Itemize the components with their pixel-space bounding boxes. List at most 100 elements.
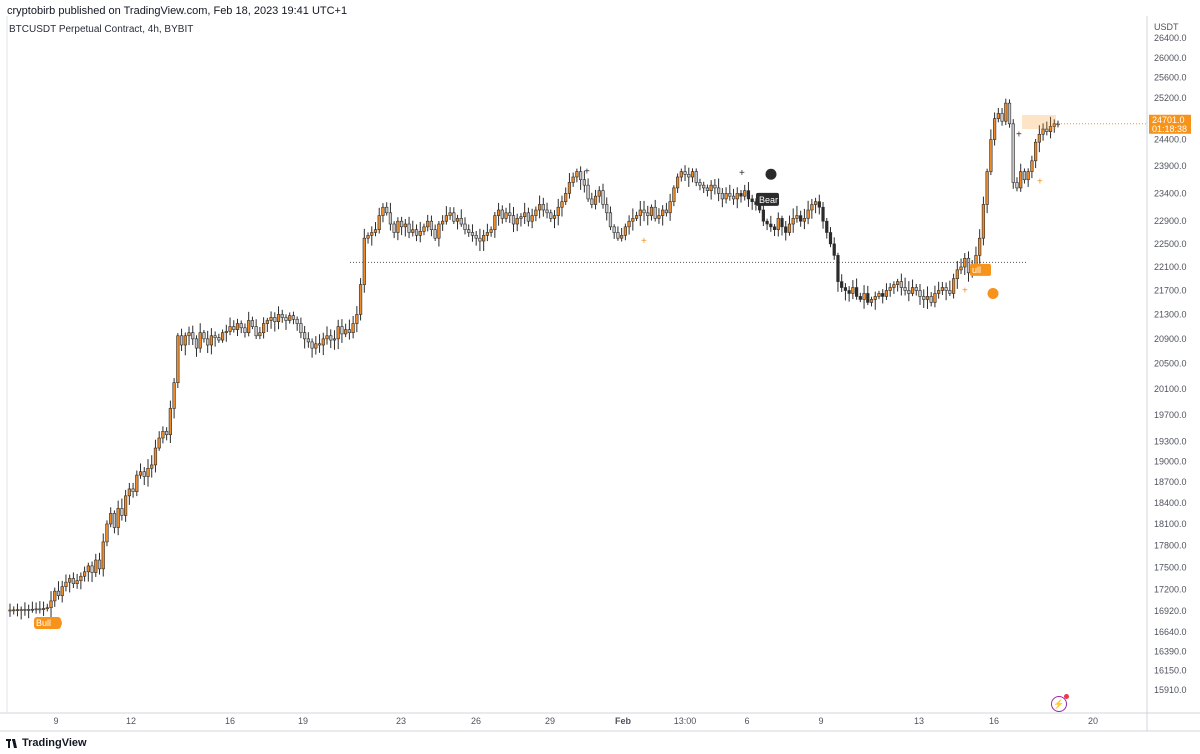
- candle: [355, 314, 359, 324]
- candle: [690, 171, 695, 178]
- candle: [918, 290, 922, 297]
- candle: [131, 488, 135, 492]
- bear-signal-dot: [765, 168, 777, 180]
- candle: [344, 329, 348, 335]
- candle: [362, 237, 366, 285]
- candle: [403, 223, 407, 228]
- candle: [649, 206, 654, 216]
- candle: [217, 337, 221, 341]
- candle: [370, 232, 374, 236]
- publish-info: cryptobirb published on TradingView.com,…: [7, 5, 348, 17]
- candle: [172, 382, 176, 409]
- candle: [426, 220, 430, 228]
- candle: [966, 257, 971, 274]
- cross-marker: +: [962, 285, 968, 296]
- candle: [907, 290, 911, 294]
- candle: [254, 326, 258, 337]
- cross-marker: +: [1037, 176, 1043, 187]
- cross-marker: +: [739, 168, 745, 179]
- candle: [176, 335, 180, 383]
- candle: [34, 608, 38, 611]
- time-tick-label: 6: [744, 716, 749, 726]
- candle: [989, 139, 993, 172]
- candle: [60, 586, 64, 596]
- candle: [526, 212, 531, 222]
- candle: [1015, 182, 1019, 189]
- price-tick-label: 19300.0: [1154, 436, 1187, 446]
- candle: [90, 565, 94, 573]
- candle: [739, 193, 743, 197]
- candle: [321, 338, 325, 346]
- price-tick-label: 18400.0: [1154, 498, 1187, 508]
- price-tick-label: 23900.0: [1154, 161, 1187, 171]
- lightning-icon[interactable]: ⚡: [1051, 694, 1069, 712]
- candle: [288, 315, 292, 321]
- price-tick-label: 21300.0: [1154, 309, 1187, 319]
- time-tick-label: 19: [298, 716, 308, 726]
- candle: [470, 232, 475, 236]
- candle: [325, 335, 329, 340]
- price-tick-label: 24400.0: [1154, 135, 1187, 145]
- candle: [862, 293, 866, 300]
- candle: [672, 187, 676, 202]
- candle: [269, 317, 273, 321]
- candle: [422, 226, 426, 232]
- candle: [1041, 128, 1045, 135]
- price-tick-label: 19700.0: [1154, 410, 1187, 420]
- candle: [276, 314, 281, 323]
- candle: [661, 209, 665, 216]
- candle: [981, 204, 986, 239]
- candle: [194, 338, 199, 349]
- candle: [791, 218, 795, 225]
- candle: [411, 229, 415, 233]
- candle: [608, 212, 613, 228]
- candle: [511, 215, 516, 225]
- candle: [146, 468, 150, 477]
- candle: [836, 255, 840, 282]
- candle: [799, 215, 803, 222]
- candle: [124, 495, 128, 516]
- symbol-legend: BTCUSDT Perpetual Contract, 4h, BYBIT: [9, 24, 194, 35]
- candle: [705, 187, 710, 191]
- candle: [459, 218, 463, 225]
- candle: [828, 232, 833, 245]
- candle: [720, 193, 724, 200]
- candle: [709, 184, 713, 191]
- candle: [813, 201, 818, 205]
- candle: [873, 296, 877, 300]
- candle: [795, 215, 799, 219]
- candle: [1026, 171, 1030, 181]
- current-price-badge: [1149, 114, 1191, 134]
- time-tick-label: 29: [545, 716, 555, 726]
- price-tick-label: 23400.0: [1154, 188, 1187, 198]
- candle: [82, 571, 87, 577]
- candle: [120, 508, 124, 516]
- candle: [1037, 133, 1041, 143]
- candle: [1045, 128, 1049, 132]
- time-tick-label: 16: [225, 716, 235, 726]
- candle: [858, 296, 862, 300]
- candle: [914, 287, 918, 291]
- price-tick-label: 18100.0: [1154, 519, 1187, 529]
- candle: [735, 193, 739, 200]
- candle: [877, 293, 881, 297]
- price-tick-label: 25600.0: [1154, 73, 1187, 83]
- candle: [933, 293, 937, 303]
- price-tick-label: 16390.0: [1154, 647, 1187, 657]
- candle: [653, 206, 657, 219]
- candle: [590, 198, 594, 205]
- candle: [396, 220, 400, 233]
- candle: [23, 609, 27, 611]
- price-tick-label: 16920.0: [1154, 606, 1187, 616]
- candle: [634, 215, 639, 219]
- time-tick-label: 9: [53, 716, 58, 726]
- candle: [53, 590, 57, 602]
- candle: [239, 323, 243, 329]
- candle: [179, 335, 184, 346]
- time-tick-label: 23: [396, 716, 406, 726]
- candle: [728, 193, 732, 197]
- candle: [142, 471, 146, 477]
- candle: [392, 223, 396, 233]
- candle: [560, 201, 564, 208]
